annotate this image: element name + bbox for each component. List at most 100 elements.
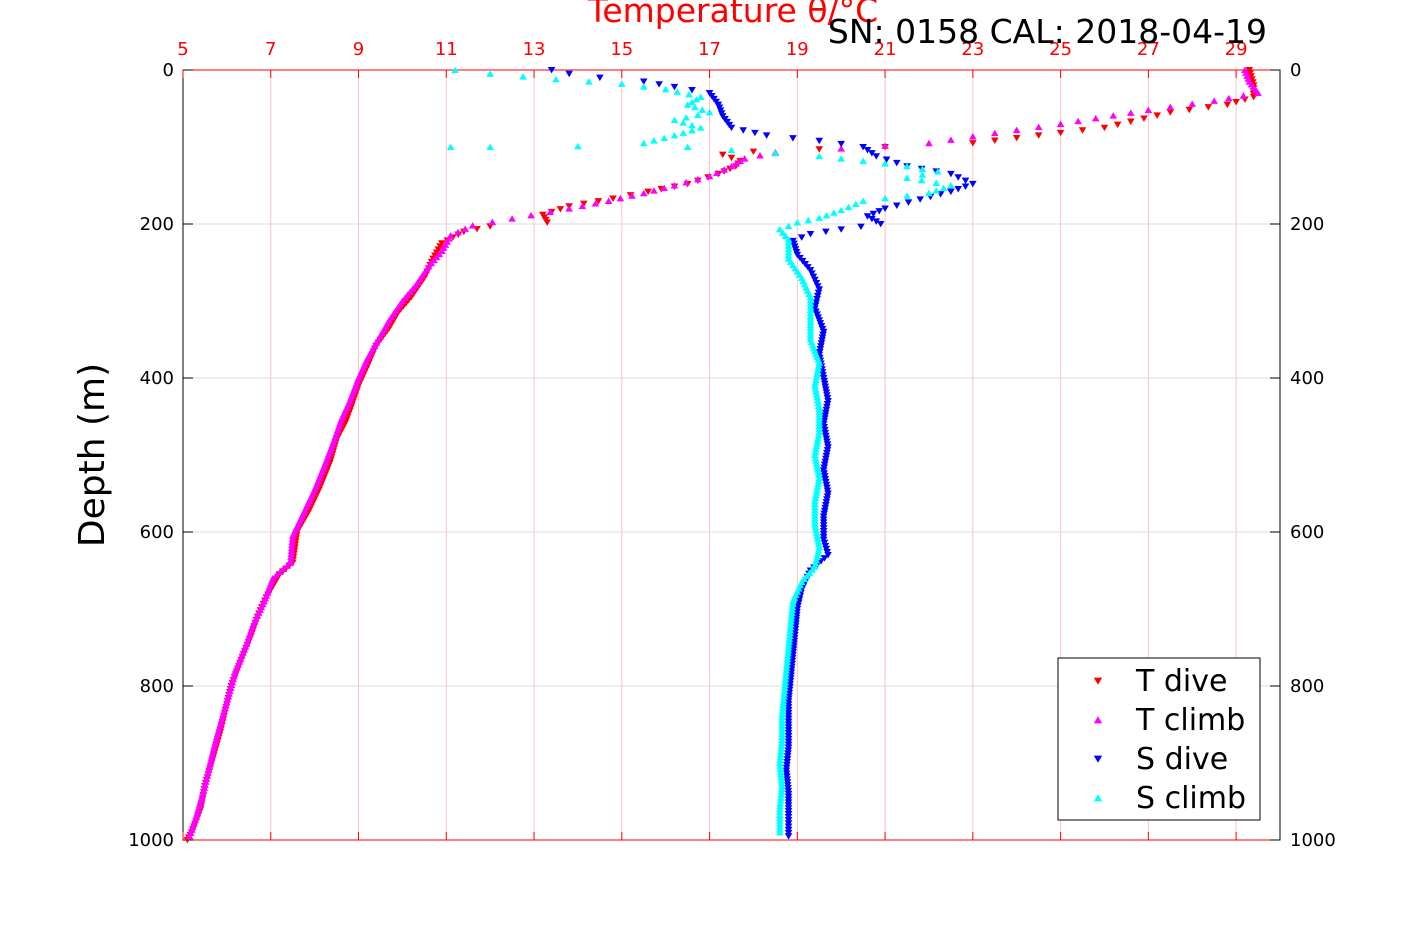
- y-tick-label-left: 400: [140, 368, 174, 389]
- data-point: [591, 200, 600, 207]
- data-point: [283, 562, 291, 569]
- data-point: [775, 759, 784, 767]
- data-point: [688, 98, 696, 106]
- data-point: [784, 833, 793, 840]
- data-point: [892, 202, 901, 209]
- data-point: [784, 644, 793, 651]
- data-point: [1232, 99, 1240, 106]
- y-tick-label-right: 0: [1290, 60, 1301, 81]
- x-tick-label: 7: [265, 39, 276, 60]
- data-point: [670, 116, 679, 124]
- data-point: [673, 88, 682, 95]
- data-point: [446, 143, 455, 151]
- data-point: [777, 794, 785, 801]
- data-point: [776, 802, 784, 810]
- data-point: [777, 785, 786, 793]
- data-point: [777, 771, 785, 778]
- data-point: [451, 66, 459, 74]
- data-point: [1204, 104, 1213, 111]
- data-point: [778, 782, 786, 790]
- y-tick-label-left: 1000: [128, 830, 174, 851]
- data-point: [683, 143, 692, 151]
- left-axis-tick-labels: 0 200 400 600 800 1000: [128, 60, 174, 851]
- data-point: [565, 205, 573, 212]
- data-point: [785, 635, 794, 642]
- data-point: [837, 226, 845, 233]
- series-t-climb: [185, 66, 1262, 840]
- data-point: [776, 765, 785, 772]
- data-point: [778, 710, 787, 717]
- data-point: [777, 791, 785, 798]
- chart-title: Temperature θ/°C: [587, 0, 878, 30]
- data-point: [776, 750, 785, 758]
- data-point: [969, 180, 977, 188]
- data-point: [776, 762, 784, 769]
- data-point: [969, 133, 977, 140]
- data-point: [288, 541, 296, 548]
- data-point: [688, 121, 696, 129]
- data-point: [844, 203, 853, 211]
- data-point: [815, 428, 824, 435]
- data-point: [788, 603, 797, 611]
- data-point: [812, 457, 820, 464]
- data-point: [784, 649, 792, 657]
- data-point: [1012, 134, 1021, 142]
- data-point: [779, 701, 787, 709]
- data-point: [990, 129, 999, 137]
- data-point: [814, 541, 823, 548]
- data-point: [969, 140, 977, 147]
- data-point: [961, 177, 970, 185]
- data-point: [811, 520, 819, 528]
- data-point: [793, 219, 802, 226]
- legend-box: [1057, 657, 1261, 821]
- data-point: [751, 129, 759, 137]
- legend-marker: [1093, 677, 1103, 685]
- data-point: [777, 748, 785, 755]
- data-point: [527, 211, 535, 219]
- data-point: [778, 229, 787, 236]
- data-point: [288, 535, 297, 542]
- data-point: [786, 623, 795, 631]
- data-point: [797, 234, 806, 241]
- data-point: [639, 189, 648, 197]
- data-point: [782, 664, 791, 671]
- data-point: [954, 174, 963, 181]
- data-point: [682, 114, 690, 121]
- data-point: [786, 629, 794, 637]
- data-point: [185, 832, 194, 840]
- data-point: [904, 199, 913, 206]
- data-point: [811, 379, 820, 386]
- data-point: [543, 219, 552, 226]
- data-point: [947, 136, 955, 143]
- data-point: [670, 132, 679, 139]
- data-point: [814, 538, 822, 545]
- legend-marker: [1093, 716, 1103, 724]
- data-point: [780, 693, 788, 700]
- data-point: [916, 196, 924, 203]
- data-point: [655, 81, 663, 88]
- data-point: [696, 93, 705, 100]
- data-point: [990, 137, 999, 145]
- data-point: [683, 101, 692, 108]
- data-point: [1078, 127, 1087, 134]
- data-markers: [183, 66, 1262, 844]
- data-point: [779, 696, 788, 703]
- x-tick-label: 27: [1137, 39, 1160, 60]
- data-point: [830, 209, 838, 216]
- data-point: [207, 754, 216, 761]
- data-point: [732, 160, 740, 167]
- data-point: [784, 222, 793, 229]
- data-point: [691, 103, 699, 111]
- data-point: [863, 147, 872, 154]
- data-point: [727, 124, 736, 132]
- x-tick-label: 13: [523, 39, 546, 60]
- data-point: [814, 547, 823, 554]
- data-point: [720, 166, 728, 173]
- data-point: [1144, 106, 1153, 114]
- data-point: [1225, 94, 1233, 102]
- data-point: [205, 763, 214, 770]
- data-point: [1153, 112, 1161, 119]
- data-point: [784, 646, 793, 654]
- data-point: [782, 672, 790, 680]
- data-point: [787, 612, 796, 619]
